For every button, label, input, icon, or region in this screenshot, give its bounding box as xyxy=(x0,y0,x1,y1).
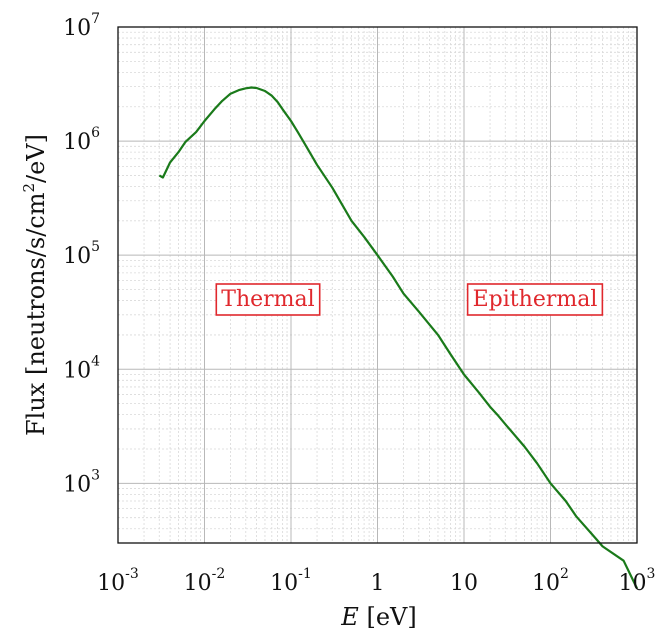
y-axis-title: Flux xyxy=(22,382,50,436)
annotations: Thermal Epithermal xyxy=(215,283,604,316)
flux-line xyxy=(158,86,638,589)
x-tick-label: 10-2 xyxy=(184,566,226,596)
y-tick-label: 105 xyxy=(63,239,100,269)
x-tick-label: 102 xyxy=(532,566,569,596)
x-axis-label: E [eV] xyxy=(340,603,416,631)
y-tick-label: 107 xyxy=(63,11,100,41)
x-axis-variable: E xyxy=(340,603,359,631)
y-axis-unit-exp: 2 xyxy=(20,183,38,193)
annotation-epithermal: Epithermal xyxy=(466,283,604,316)
annotation-thermal: Thermal xyxy=(215,283,321,316)
x-tick-label: 10-3 xyxy=(97,566,139,596)
y-tick-labels: 103 104 105 106 107 xyxy=(63,11,100,497)
x-tick-label: 103 xyxy=(619,566,656,596)
y-tick-label: 104 xyxy=(63,353,100,383)
y-axis-unit-post: /eV] xyxy=(22,134,50,183)
x-tick-label: 10-1 xyxy=(270,566,312,596)
y-axis-label: Flux [neutrons/s/cm2/eV] xyxy=(20,134,50,436)
annotation-label: Thermal xyxy=(221,287,314,312)
x-tick-label: 10 xyxy=(450,571,478,596)
x-axis-unit: [eV] xyxy=(366,603,416,631)
y-axis-unit-pre: [neutrons/s/cm xyxy=(22,192,50,375)
y-tick-label: 103 xyxy=(63,467,100,497)
x-tick-label: 1 xyxy=(371,571,385,596)
y-tick-label: 106 xyxy=(63,125,100,155)
plot-frame xyxy=(117,26,638,544)
x-tick-labels: 10-3 10-2 10-1 1 10 102 103 xyxy=(97,566,655,596)
annotation-label: Epithermal xyxy=(473,287,598,312)
